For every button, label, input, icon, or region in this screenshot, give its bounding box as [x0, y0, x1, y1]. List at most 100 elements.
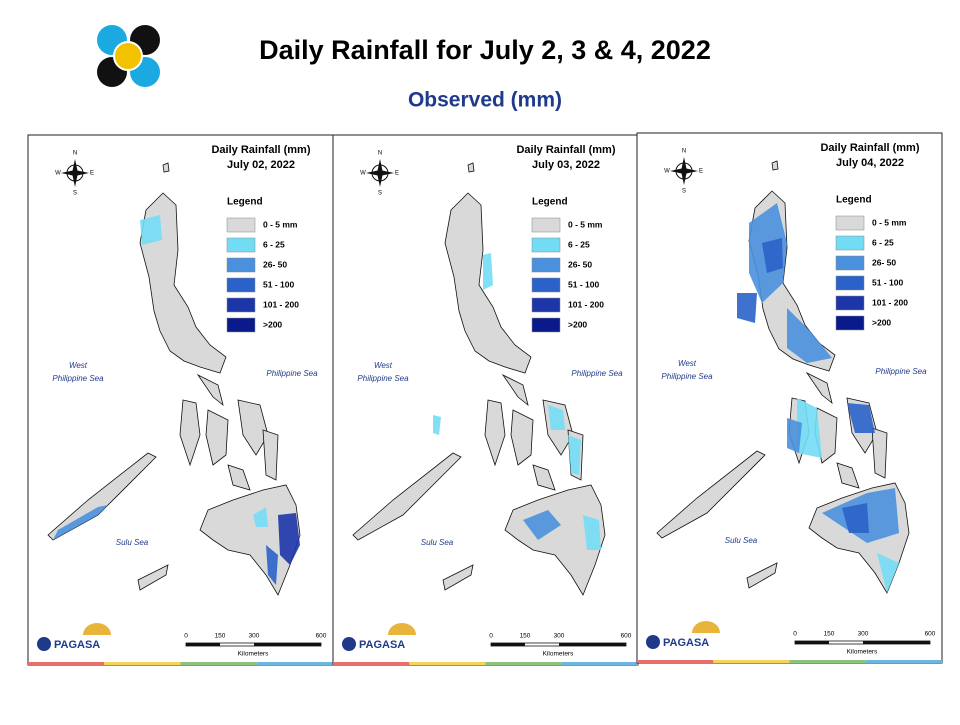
land: [484, 399, 506, 467]
scale-unit: Kilometers: [238, 651, 269, 658]
color-band: [485, 662, 562, 665]
logo-text: PAGASA: [359, 639, 405, 651]
legend-label: 6 - 25: [872, 237, 894, 247]
legend-swatch: [226, 297, 256, 313]
land: [205, 409, 229, 466]
compass-letter: N: [378, 151, 382, 157]
sea-label: West: [374, 361, 393, 370]
legend-swatch: [226, 257, 256, 273]
legend-swatch: [531, 277, 561, 293]
legend-swatch: [835, 315, 865, 331]
logo-icon: [37, 637, 51, 651]
panel-title: Daily Rainfall (mm): [820, 142, 919, 154]
legend-label: 101 - 200: [263, 299, 299, 309]
color-band: [409, 662, 486, 665]
legend-label: 0 - 5 mm: [872, 217, 907, 227]
rain-area: [762, 238, 783, 273]
sea-label: Philippine Sea: [661, 372, 713, 381]
compass-letter: W: [360, 171, 366, 177]
compass-star: [670, 157, 698, 185]
land: [805, 371, 833, 405]
legend-swatch: [531, 317, 561, 333]
agency-logo: [97, 25, 160, 87]
land: [467, 162, 475, 173]
scale-label: 300: [554, 633, 565, 640]
compass-letter: E: [395, 171, 399, 177]
compass-star: [366, 159, 394, 187]
logo-text: PAGASA: [663, 637, 709, 649]
rain-area: [877, 553, 899, 593]
legend-label: >200: [872, 317, 891, 327]
compass-star: [61, 159, 89, 187]
compass-letter: N: [73, 151, 77, 157]
legend-title: Legend: [836, 195, 872, 206]
scale-label: 0: [489, 633, 493, 640]
land: [179, 399, 201, 467]
color-band: [333, 662, 410, 665]
legend-label: 51 - 100: [263, 279, 294, 289]
compass-letter: E: [699, 169, 703, 175]
rain-area: [847, 403, 875, 433]
land: [262, 429, 279, 481]
scale-bar-fill: [863, 641, 930, 644]
scale-bar-fill: [254, 643, 321, 646]
legend-swatch: [531, 237, 561, 253]
panel-date: July 03, 2022: [532, 159, 600, 171]
color-band: [713, 660, 790, 663]
legend-label: >200: [568, 319, 587, 329]
map-panel: N E S W Daily Rainfall (mm) July 02, 2022 Lege…: [27, 134, 334, 666]
color-band: [637, 660, 714, 663]
title: Daily Rainfall for July 2, 3 & 4, 2022: [259, 35, 711, 65]
legend-label: 51 - 100: [872, 277, 903, 287]
land: [836, 462, 860, 489]
legend-title: Legend: [532, 197, 568, 208]
land: [501, 373, 529, 407]
scale-label: 150: [215, 633, 226, 640]
scale-label: 0: [793, 631, 797, 638]
legend-label: >200: [263, 319, 282, 329]
map-panel: N E S W Daily Rainfall (mm) July 03, 2022 Lege…: [332, 134, 639, 666]
land: [746, 562, 778, 589]
rain-area: [433, 415, 441, 435]
panel-date: July 04, 2022: [836, 157, 904, 169]
panel-title: Daily Rainfall (mm): [516, 144, 615, 156]
sea-label: Philippine Sea: [571, 369, 623, 378]
land: [532, 464, 556, 491]
compass-letter: S: [73, 191, 77, 197]
rain-area: [278, 513, 300, 565]
scale-label: 0: [184, 633, 188, 640]
legend-swatch: [531, 217, 561, 233]
color-band: [865, 660, 942, 663]
sea-label: West: [678, 359, 697, 368]
rain-area: [483, 253, 493, 290]
rain-area: [583, 515, 601, 550]
rain-area: [568, 435, 581, 475]
compass-letter: N: [682, 149, 686, 155]
legend-swatch: [226, 217, 256, 233]
legend-label: 101 - 200: [568, 299, 604, 309]
panel-frame: [332, 134, 639, 666]
logo-umbrella: [388, 623, 416, 635]
land: [656, 450, 766, 539]
compass-letter: W: [55, 171, 61, 177]
legend-label: 0 - 5 mm: [263, 219, 298, 229]
rain-area: [797, 398, 822, 458]
legend-swatch: [835, 255, 865, 271]
panel-frame: [27, 134, 334, 666]
land: [237, 399, 269, 456]
land: [227, 464, 251, 491]
scale-bar-fill: [491, 643, 525, 646]
rain-area: [253, 507, 268, 527]
rain-area: [787, 418, 802, 453]
legend-swatch: [835, 295, 865, 311]
scale-unit: Kilometers: [543, 651, 574, 658]
compass-letter: W: [664, 169, 670, 175]
legend-swatch: [226, 277, 256, 293]
compass-letter: E: [90, 171, 94, 177]
logo-icon: [646, 635, 660, 649]
sea-label: Sulu Sea: [116, 538, 149, 547]
color-band: [180, 662, 257, 665]
scale-unit: Kilometers: [847, 649, 878, 656]
